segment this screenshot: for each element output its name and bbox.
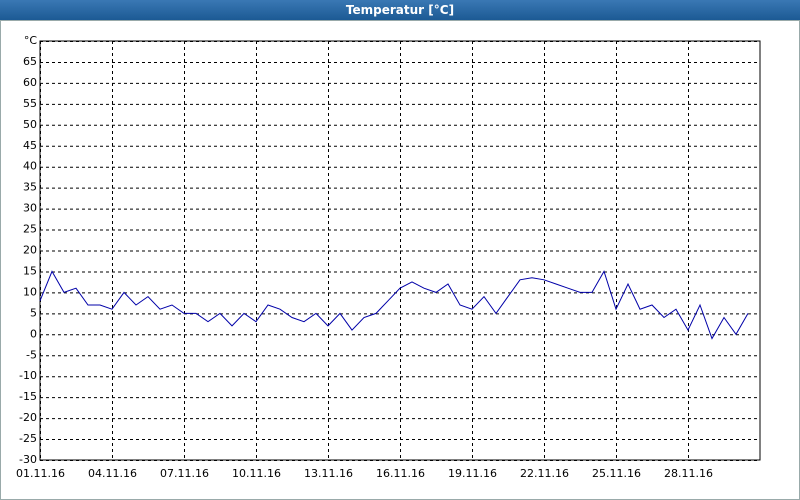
y-tick-label: 5 — [30, 306, 37, 319]
y-tick-label: 55 — [23, 97, 37, 110]
x-tick-label: 13.11.16 — [304, 467, 353, 480]
y-tick-label: -10 — [19, 369, 37, 382]
x-tick-label: 10.11.16 — [232, 467, 281, 480]
y-tick-label: -5 — [26, 348, 37, 361]
y-tick-label: 10 — [23, 285, 37, 298]
x-tick-label: 25.11.16 — [592, 467, 641, 480]
x-tick-label: 16.11.16 — [376, 467, 425, 480]
y-tick-label: 40 — [23, 160, 37, 173]
y-tick-label: 30 — [23, 202, 37, 215]
x-tick-label: 22.11.16 — [520, 467, 569, 480]
x-tick-label: 19.11.16 — [448, 467, 497, 480]
y-tick-label: -20 — [19, 411, 37, 424]
y-tick-label: -15 — [19, 390, 37, 403]
x-tick-label: 07.11.16 — [160, 467, 209, 480]
y-tick-label: 15 — [23, 264, 37, 277]
y-tick-label: 35 — [23, 181, 37, 194]
y-tick-label: 20 — [23, 244, 37, 257]
x-tick-label: 01.11.16 — [16, 467, 65, 480]
y-tick-label: 45 — [23, 139, 37, 152]
title-bar: Temperatur [°C] — [0, 0, 800, 20]
temperature-line — [39, 270, 749, 340]
x-tick-label: 04.11.16 — [88, 467, 137, 480]
y-tick-label: 60 — [23, 76, 37, 89]
x-tick-label: 28.11.16 — [664, 467, 713, 480]
y-tick-label: 65 — [23, 55, 37, 68]
y-tick-label: 25 — [23, 223, 37, 236]
y-tick-label: -25 — [19, 432, 37, 445]
y-tick-label: -30 — [19, 453, 37, 466]
y-tick-label: 0 — [30, 327, 37, 340]
y-tick-label: °C — [24, 34, 38, 47]
y-tick-label: 50 — [23, 118, 37, 131]
chart: -30 -25 -20 -15 -10 -5 0 5 10 15 20 25 30 35 40 45 50 55 6… — [0, 20, 800, 500]
